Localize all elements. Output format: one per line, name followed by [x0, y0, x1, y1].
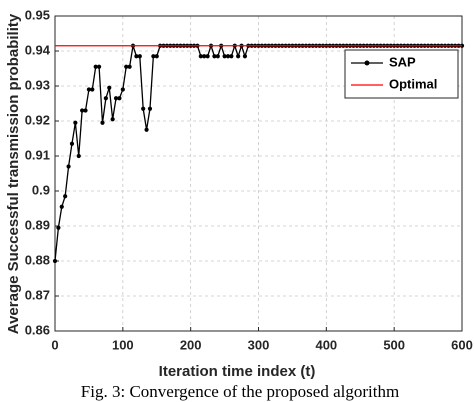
point — [242, 54, 248, 59]
plot-frame — [54, 15, 463, 332]
point — [144, 127, 149, 132]
legend-marker — [364, 60, 370, 66]
x-axis-title: Iteration time index (t) — [159, 363, 316, 380]
point — [103, 96, 108, 101]
point — [93, 64, 98, 69]
point — [66, 164, 71, 169]
point — [86, 87, 92, 92]
y-tick-label: 0.92 — [25, 112, 50, 127]
point — [80, 108, 85, 113]
point — [127, 64, 132, 69]
y-tick-label: 0.95 — [25, 7, 50, 22]
point — [212, 54, 217, 59]
point — [229, 54, 234, 59]
point — [69, 141, 75, 146]
point — [59, 204, 64, 209]
point — [137, 54, 142, 59]
point — [124, 64, 129, 69]
x-tick-label: 300 — [248, 337, 270, 352]
x-tick-label: 100 — [112, 337, 134, 352]
point — [141, 106, 146, 111]
point — [113, 96, 119, 101]
legend-label: SAP — [389, 54, 416, 69]
point — [63, 194, 68, 199]
point — [107, 85, 112, 90]
point — [147, 106, 153, 111]
point — [52, 258, 58, 264]
point — [202, 54, 207, 59]
point — [90, 87, 95, 92]
y-tick-label: 0.88 — [25, 252, 50, 267]
point — [236, 54, 241, 59]
point — [83, 108, 88, 113]
x-tick-label: 500 — [383, 337, 405, 352]
y-tick-label: 0.89 — [25, 217, 50, 232]
x-tick-label: 200 — [180, 337, 202, 352]
y-tick-label: 0.94 — [25, 42, 51, 57]
point — [215, 54, 220, 59]
point — [56, 225, 61, 230]
point — [120, 87, 125, 92]
x-tick-label: 600 — [451, 337, 473, 352]
point — [76, 153, 81, 159]
point — [154, 54, 159, 59]
point — [134, 54, 139, 59]
y-axis-title: Average Successful transmission probabil… — [5, 13, 22, 334]
point — [151, 54, 156, 59]
point — [225, 54, 231, 59]
point — [198, 54, 203, 59]
y-tick-label: 0.86 — [25, 322, 50, 337]
y-tick-label: 0.87 — [25, 287, 50, 302]
caption: Fig. 3: Convergence of the proposed algo… — [81, 382, 399, 401]
point — [100, 120, 105, 125]
y-tick-label: 0.93 — [25, 77, 50, 92]
point — [110, 117, 115, 122]
point — [205, 54, 210, 59]
point — [117, 96, 122, 101]
y-tick-label: 0.91 — [25, 147, 50, 162]
point — [96, 64, 102, 69]
y-tick-label: 0.9 — [32, 182, 50, 197]
point — [222, 54, 227, 59]
point — [73, 120, 78, 125]
x-tick-label: 400 — [315, 337, 337, 352]
legend-label: Optimal — [389, 76, 437, 91]
x-tick-label: 0 — [51, 337, 58, 352]
legend-box — [344, 49, 459, 99]
